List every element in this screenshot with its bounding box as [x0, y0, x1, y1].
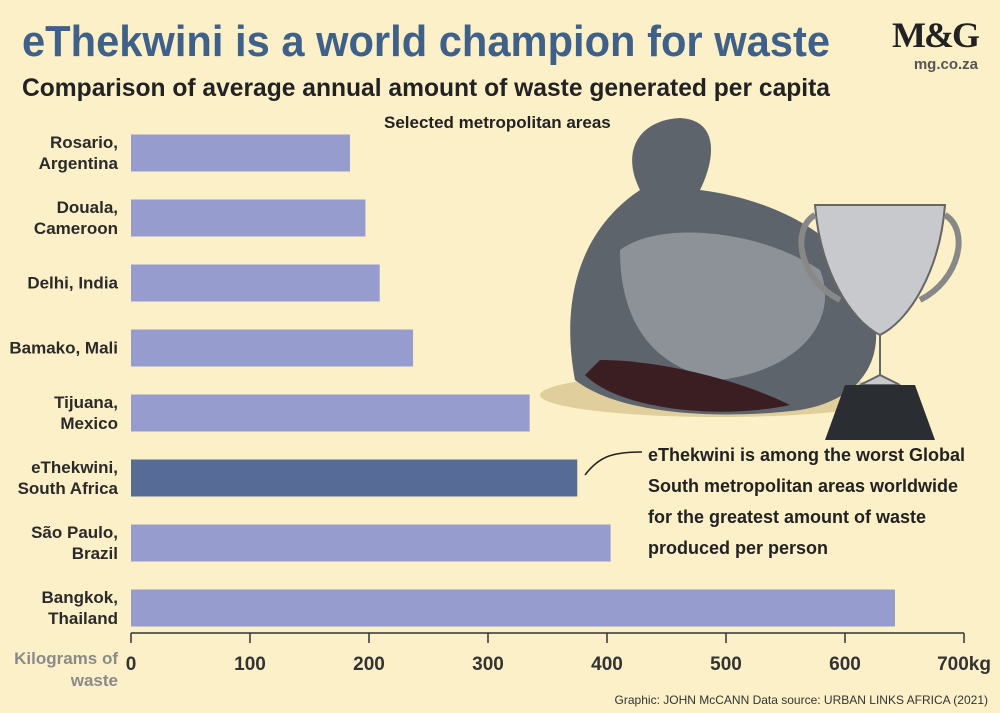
bar: [131, 589, 895, 627]
x-tick-label: 0: [126, 654, 137, 675]
y-tick-label: Rosario, Argentina: [38, 133, 118, 173]
annotation: eThekwini is among the worst Global Sout…: [648, 445, 966, 558]
bar: [131, 524, 611, 562]
y-tick-label: São Paulo, Brazil: [31, 523, 118, 563]
chart-subtitle: Comparison of average annual amount of w…: [22, 74, 831, 102]
x-tick-label: 500: [710, 654, 742, 675]
x-tick-label: 600: [829, 654, 861, 675]
illustration: [540, 118, 962, 440]
x-tick-label: 200: [353, 654, 385, 675]
x-tick-label: 700kg: [937, 654, 991, 675]
logo: M&G mg.co.za: [892, 14, 980, 73]
logo-url: mg.co.za: [913, 56, 978, 73]
bar: [131, 199, 366, 237]
y-tick-label: Bangkok, Thailand: [41, 588, 118, 628]
bar: [131, 329, 414, 367]
y-tick-label: Bamako, Mali: [9, 338, 118, 358]
source: Graphic: JOHN McCANN Data source: URBAN …: [614, 693, 988, 707]
x-tick-label: 100: [234, 654, 266, 675]
bar: [131, 459, 578, 497]
annotation-leader: [584, 451, 643, 476]
y-tick-label: Tijuana, Mexico: [54, 393, 118, 433]
x-tick-label: 300: [472, 654, 504, 675]
x-axis-title: Kilograms of waste: [14, 649, 118, 690]
y-tick-label: eThekwini, South Africa: [17, 458, 118, 498]
bar: [131, 134, 350, 172]
bar: [131, 264, 380, 302]
y-tick-label: Douala, Cameroon: [33, 198, 118, 238]
chart-title: eThekwini is a world champion for waste: [22, 17, 830, 66]
logo-brand: M&G: [892, 15, 980, 55]
x-tick-label: 400: [591, 654, 623, 675]
y-tick-label: Delhi, India: [27, 273, 118, 293]
note: Selected metropolitan areas: [384, 113, 611, 132]
bar: [131, 394, 530, 432]
